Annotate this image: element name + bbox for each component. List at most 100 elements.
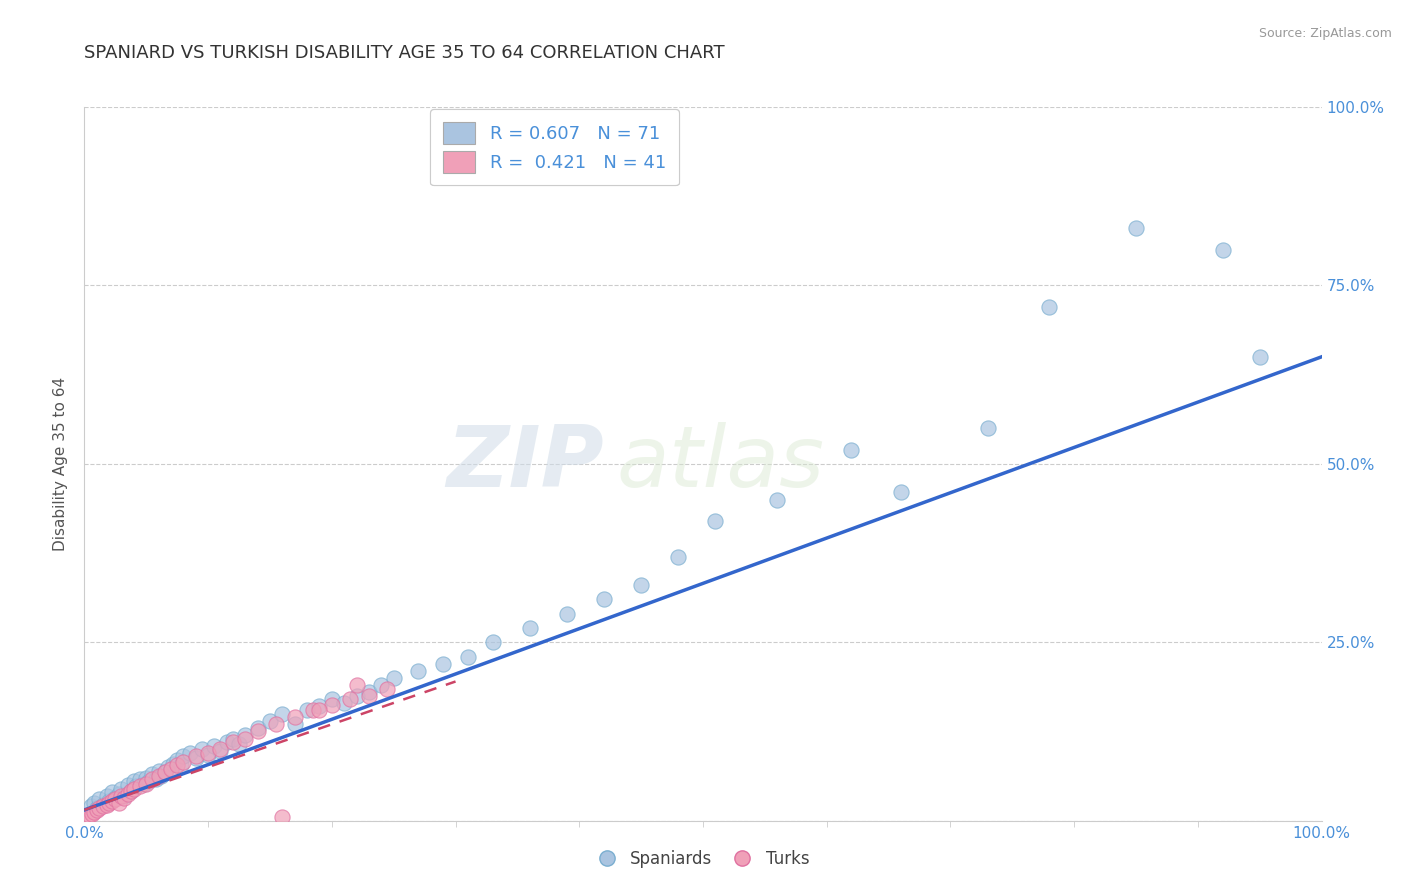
Point bbox=[346, 678, 368, 692]
Point bbox=[108, 787, 131, 801]
Point bbox=[215, 735, 238, 749]
Point bbox=[370, 678, 392, 692]
Point bbox=[104, 790, 127, 805]
Point bbox=[160, 762, 183, 776]
Point bbox=[1249, 350, 1271, 364]
Text: Source: ZipAtlas.com: Source: ZipAtlas.com bbox=[1258, 27, 1392, 40]
Point bbox=[890, 485, 912, 500]
Point bbox=[135, 776, 157, 790]
Point bbox=[271, 706, 294, 721]
Point bbox=[98, 796, 121, 810]
Point bbox=[555, 607, 578, 621]
Point bbox=[630, 578, 652, 592]
Point bbox=[91, 797, 114, 812]
Point bbox=[766, 492, 789, 507]
Point bbox=[408, 664, 430, 678]
Point bbox=[259, 714, 281, 728]
Point bbox=[481, 635, 503, 649]
Point bbox=[141, 772, 163, 787]
Point bbox=[284, 710, 307, 724]
Point bbox=[122, 781, 145, 796]
Point bbox=[519, 621, 541, 635]
Legend: R = 0.607   N = 71, R =  0.421   N = 41: R = 0.607 N = 71, R = 0.421 N = 41 bbox=[430, 109, 679, 186]
Point bbox=[295, 703, 318, 717]
Point bbox=[271, 810, 294, 824]
Point bbox=[666, 549, 689, 564]
Point bbox=[377, 681, 399, 696]
Point bbox=[83, 796, 105, 810]
Point bbox=[120, 783, 142, 797]
Y-axis label: Disability Age 35 to 64: Disability Age 35 to 64 bbox=[53, 376, 69, 551]
Point bbox=[704, 514, 727, 528]
Point bbox=[172, 755, 194, 769]
Point bbox=[166, 753, 188, 767]
Point bbox=[179, 746, 201, 760]
Point bbox=[91, 799, 114, 814]
Point bbox=[233, 728, 256, 742]
Point bbox=[209, 742, 232, 756]
Point bbox=[100, 785, 122, 799]
Point bbox=[89, 801, 111, 815]
Point bbox=[339, 692, 361, 706]
Point bbox=[308, 699, 330, 714]
Point bbox=[162, 756, 184, 771]
Point bbox=[1212, 243, 1234, 257]
Point bbox=[321, 692, 343, 706]
Point bbox=[202, 739, 225, 753]
Point bbox=[222, 735, 245, 749]
Point bbox=[79, 799, 101, 814]
Point bbox=[150, 769, 173, 783]
Point bbox=[184, 751, 207, 765]
Point bbox=[96, 789, 118, 803]
Point bbox=[382, 671, 405, 685]
Text: ZIP: ZIP bbox=[446, 422, 605, 506]
Point bbox=[346, 689, 368, 703]
Point bbox=[1125, 221, 1147, 235]
Point bbox=[191, 742, 214, 756]
Point bbox=[166, 758, 188, 772]
Point bbox=[86, 803, 108, 817]
Point bbox=[98, 794, 121, 808]
Point bbox=[157, 760, 180, 774]
Point bbox=[246, 721, 269, 735]
Point bbox=[153, 765, 176, 780]
Point bbox=[112, 790, 135, 805]
Text: SPANIARD VS TURKISH DISABILITY AGE 35 TO 64 CORRELATION CHART: SPANIARD VS TURKISH DISABILITY AGE 35 TO… bbox=[84, 45, 725, 62]
Text: atlas: atlas bbox=[616, 422, 824, 506]
Point bbox=[120, 783, 142, 797]
Point bbox=[197, 746, 219, 760]
Point bbox=[233, 731, 256, 746]
Point bbox=[153, 765, 176, 780]
Point bbox=[125, 780, 148, 794]
Point bbox=[432, 657, 454, 671]
Point bbox=[148, 764, 170, 778]
Point bbox=[117, 787, 139, 801]
Point bbox=[100, 794, 122, 808]
Legend: Spaniards, Turks: Spaniards, Turks bbox=[591, 844, 815, 875]
Point bbox=[321, 698, 343, 712]
Point bbox=[841, 442, 863, 457]
Point bbox=[76, 810, 98, 824]
Point bbox=[141, 767, 163, 781]
Point bbox=[209, 744, 232, 758]
Point bbox=[976, 421, 998, 435]
Point bbox=[302, 703, 325, 717]
Point bbox=[86, 801, 108, 815]
Point bbox=[457, 649, 479, 664]
Point bbox=[357, 685, 380, 699]
Point bbox=[129, 772, 152, 787]
Point bbox=[79, 808, 101, 822]
Point bbox=[264, 717, 287, 731]
Point bbox=[197, 747, 219, 762]
Point bbox=[135, 771, 157, 785]
Point bbox=[110, 781, 132, 796]
Point bbox=[129, 780, 152, 794]
Point bbox=[357, 689, 380, 703]
Point bbox=[593, 592, 616, 607]
Point bbox=[108, 796, 131, 810]
Point bbox=[308, 703, 330, 717]
Point bbox=[170, 758, 193, 772]
Point bbox=[112, 789, 135, 803]
Point bbox=[172, 749, 194, 764]
Point bbox=[1038, 300, 1060, 314]
